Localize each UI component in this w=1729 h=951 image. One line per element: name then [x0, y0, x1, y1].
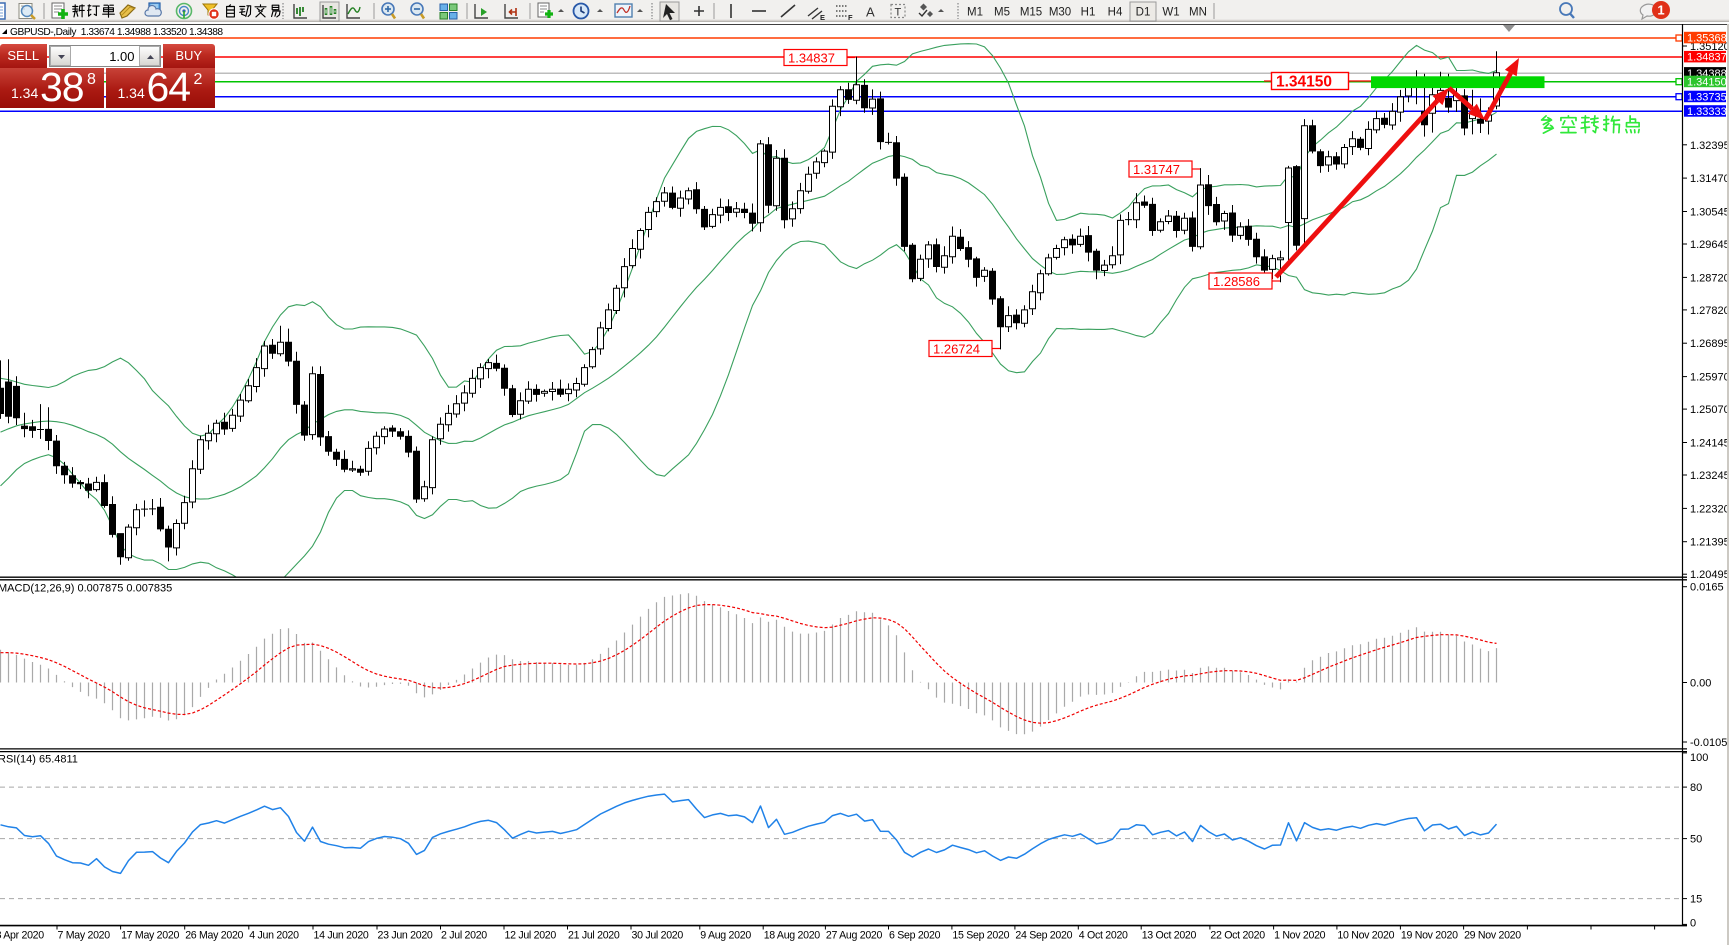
svg-text:6 Sep 2020: 6 Sep 2020	[889, 930, 941, 942]
svg-text:E: E	[820, 13, 825, 22]
svg-text:RSI(14) 65.4811: RSI(14) 65.4811	[0, 754, 78, 766]
svg-text:50: 50	[1690, 834, 1702, 846]
svg-text:1.25070: 1.25070	[1690, 404, 1729, 416]
svg-text:1.35368: 1.35368	[1687, 33, 1727, 45]
svg-text:1.26724: 1.26724	[933, 342, 980, 357]
svg-text:1.35120: 1.35120	[1690, 41, 1729, 53]
svg-text:10 Nov 2020: 10 Nov 2020	[1337, 930, 1394, 942]
svg-text:21 Jul 2020: 21 Jul 2020	[568, 930, 620, 942]
svg-text:4 Jun 2020: 4 Jun 2020	[249, 930, 299, 942]
svg-text:W1: W1	[1162, 7, 1179, 19]
svg-text:29 Nov 2020: 29 Nov 2020	[1464, 930, 1521, 942]
svg-text:D1: D1	[1136, 7, 1151, 19]
svg-text:0.00: 0.00	[1690, 678, 1711, 690]
svg-text:15 Sep 2020: 15 Sep 2020	[952, 930, 1009, 942]
svg-text:12 Jul 2020: 12 Jul 2020	[505, 930, 557, 942]
svg-text:1.34837: 1.34837	[1687, 52, 1727, 64]
svg-text:1.31747: 1.31747	[1133, 162, 1180, 177]
svg-text:1.34150: 1.34150	[1687, 76, 1727, 88]
svg-text:1.25970: 1.25970	[1690, 372, 1729, 384]
svg-text:100: 100	[1690, 752, 1708, 764]
svg-text:0.0165: 0.0165	[1690, 582, 1724, 594]
svg-text:4 Oct 2020: 4 Oct 2020	[1079, 930, 1128, 942]
svg-text:1: 1	[1657, 3, 1664, 18]
svg-text:17 May 2020: 17 May 2020	[121, 930, 179, 942]
svg-text:1.20495: 1.20495	[1690, 569, 1729, 581]
svg-text:0: 0	[1690, 917, 1696, 929]
svg-text:1.33333: 1.33333	[1687, 106, 1727, 118]
svg-text:1 Nov 2020: 1 Nov 2020	[1274, 930, 1326, 942]
svg-text:2 Jul 2020: 2 Jul 2020	[441, 930, 487, 942]
svg-text:13 Oct 2020: 13 Oct 2020	[1142, 930, 1197, 942]
svg-text:1.29645: 1.29645	[1690, 239, 1729, 251]
svg-text:1.28586: 1.28586	[1213, 274, 1260, 289]
svg-text:1.21395: 1.21395	[1690, 537, 1729, 549]
svg-text:1.28720: 1.28720	[1690, 272, 1729, 284]
svg-text:15: 15	[1690, 894, 1702, 906]
svg-text:14 Jun 2020: 14 Jun 2020	[314, 930, 369, 942]
svg-text:1.26895: 1.26895	[1690, 338, 1729, 350]
svg-text:1.27820: 1.27820	[1690, 305, 1729, 317]
svg-text:F: F	[848, 13, 853, 22]
svg-text:GBPUSD-,Daily 1.33674 1.34988: GBPUSD-,Daily 1.33674 1.34988 1.33520 1.…	[10, 27, 223, 38]
svg-text:27 Aug 2020: 27 Aug 2020	[826, 930, 883, 942]
svg-text:80: 80	[1690, 782, 1702, 794]
svg-text:28 Apr 2020: 28 Apr 2020	[0, 930, 44, 942]
svg-text:MACD(12,26,9) 0.007875 0.00783: MACD(12,26,9) 0.007875 0.007835	[0, 583, 172, 595]
svg-text:-0.010571: -0.010571	[1690, 737, 1729, 749]
svg-text:H4: H4	[1108, 7, 1123, 19]
svg-text:M30: M30	[1049, 7, 1071, 19]
svg-text:MN: MN	[1189, 7, 1207, 19]
svg-text:9 Aug 2020: 9 Aug 2020	[700, 930, 751, 942]
svg-text:23 Jun 2020: 23 Jun 2020	[378, 930, 433, 942]
svg-text:1.22320: 1.22320	[1690, 503, 1729, 515]
svg-text:T: T	[895, 7, 902, 19]
svg-text:7 May 2020: 7 May 2020	[58, 930, 111, 942]
svg-text:19 Nov 2020: 19 Nov 2020	[1401, 930, 1458, 942]
svg-text:26 May 2020: 26 May 2020	[185, 930, 243, 942]
svg-text:1.34150: 1.34150	[1276, 74, 1332, 91]
svg-text:1.31470: 1.31470	[1690, 173, 1729, 185]
svg-text:M15: M15	[1020, 7, 1042, 19]
svg-text:22 Oct 2020: 22 Oct 2020	[1210, 930, 1265, 942]
svg-text:18 Aug 2020: 18 Aug 2020	[764, 930, 821, 942]
svg-text:A: A	[866, 5, 875, 20]
svg-text:1.24145: 1.24145	[1690, 438, 1729, 450]
svg-text:M5: M5	[994, 7, 1010, 19]
svg-text:24 Sep 2020: 24 Sep 2020	[1015, 930, 1072, 942]
svg-text:1.32395: 1.32395	[1690, 140, 1729, 152]
svg-text:1.34837: 1.34837	[788, 51, 835, 66]
svg-text:1.33735: 1.33735	[1687, 91, 1727, 103]
svg-text:30 Jul 2020: 30 Jul 2020	[632, 930, 684, 942]
svg-text:1.23245: 1.23245	[1690, 470, 1729, 482]
svg-text:M1: M1	[967, 7, 983, 19]
svg-text:1.30545: 1.30545	[1690, 207, 1729, 219]
svg-text:H1: H1	[1081, 7, 1096, 19]
